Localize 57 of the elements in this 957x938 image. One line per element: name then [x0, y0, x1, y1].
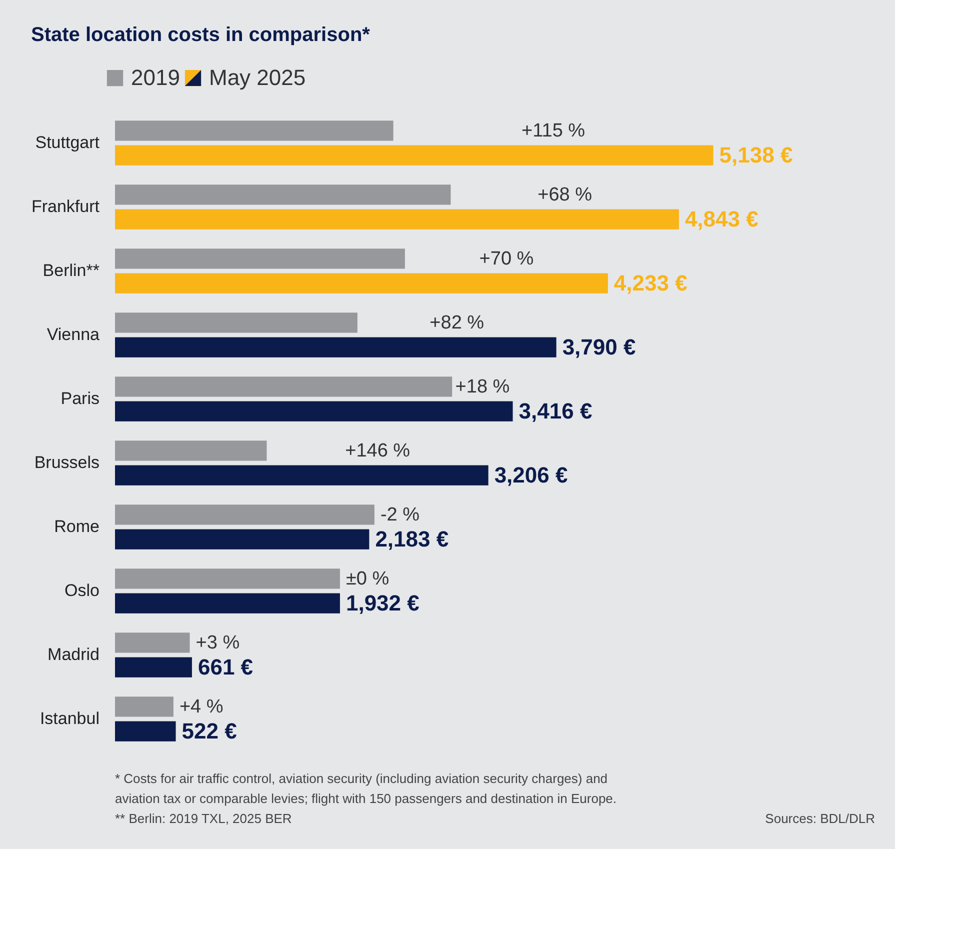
bar — [115, 696, 174, 717]
bar — [115, 376, 452, 397]
bar — [115, 632, 190, 653]
data-label: 3,416 € — [518, 398, 592, 424]
data-label: 5,138 € — [719, 142, 793, 168]
y-tick-label: Paris — [60, 389, 100, 408]
text: aviation tax or comparable levies; flight with 150 passengers and destination in Europe. — [115, 791, 617, 806]
y-tick-label: Berlin** — [42, 261, 100, 280]
annotation: +115 % — [522, 120, 586, 142]
y-tick-label: Rome — [54, 517, 100, 536]
bar — [115, 248, 405, 269]
annotation: ±0 % — [346, 568, 390, 590]
bar — [115, 465, 488, 486]
annotation: +146 % — [345, 440, 410, 462]
y-tick-label: Brussels — [34, 453, 100, 472]
bar — [115, 593, 340, 614]
y-tick-label: Frankfurt — [31, 197, 100, 216]
data-label: 3,790 € — [562, 334, 636, 360]
y-tick-label: Vienna — [46, 325, 100, 344]
annotation: +70 % — [479, 248, 534, 270]
bar — [115, 184, 451, 205]
bar — [115, 145, 714, 166]
bar — [115, 657, 192, 678]
bar — [115, 529, 370, 550]
annotation: +4 % — [179, 696, 224, 718]
bar — [115, 337, 556, 358]
bar — [115, 273, 608, 294]
annotation: +68 % — [538, 184, 592, 206]
data-label: 1,932 € — [346, 590, 420, 616]
bar — [115, 209, 679, 230]
annotation: -2 % — [380, 504, 420, 526]
data-label: 3,206 € — [494, 462, 568, 488]
text: * Costs for air traffic control, aviation security (including aviation security charges) and — [115, 771, 608, 786]
text: ** Berlin: 2019 TXL, 2025 BER — [115, 811, 292, 826]
data-label: 2,183 € — [375, 526, 449, 552]
bar — [115, 721, 176, 742]
bar — [115, 440, 267, 461]
bar — [115, 401, 513, 422]
bar — [115, 504, 374, 525]
bar — [115, 312, 358, 333]
chart-title: State location costs in comparison* — [30, 24, 370, 46]
y-tick-label: Oslo — [64, 581, 100, 600]
y-tick-label: Madrid — [48, 645, 100, 664]
y-tick-label: Istanbul — [40, 709, 100, 728]
data-label: 4,843 € — [684, 206, 758, 232]
y-tick-label: Stuttgart — [35, 133, 100, 152]
annotation: +3 % — [196, 632, 240, 654]
bar — [115, 568, 340, 589]
annotation: +18 % — [455, 376, 510, 398]
bar — [115, 120, 394, 141]
annotation: +82 % — [430, 312, 484, 334]
legend-label: 2019 — [131, 65, 180, 90]
data-label: 522 € — [182, 718, 237, 744]
data-label: 4,233 € — [614, 270, 688, 296]
data-label: 661 € — [198, 654, 254, 680]
legend-label: May 2025 — [209, 65, 306, 90]
source-note: Sources: BDL/DLR — [765, 811, 875, 826]
